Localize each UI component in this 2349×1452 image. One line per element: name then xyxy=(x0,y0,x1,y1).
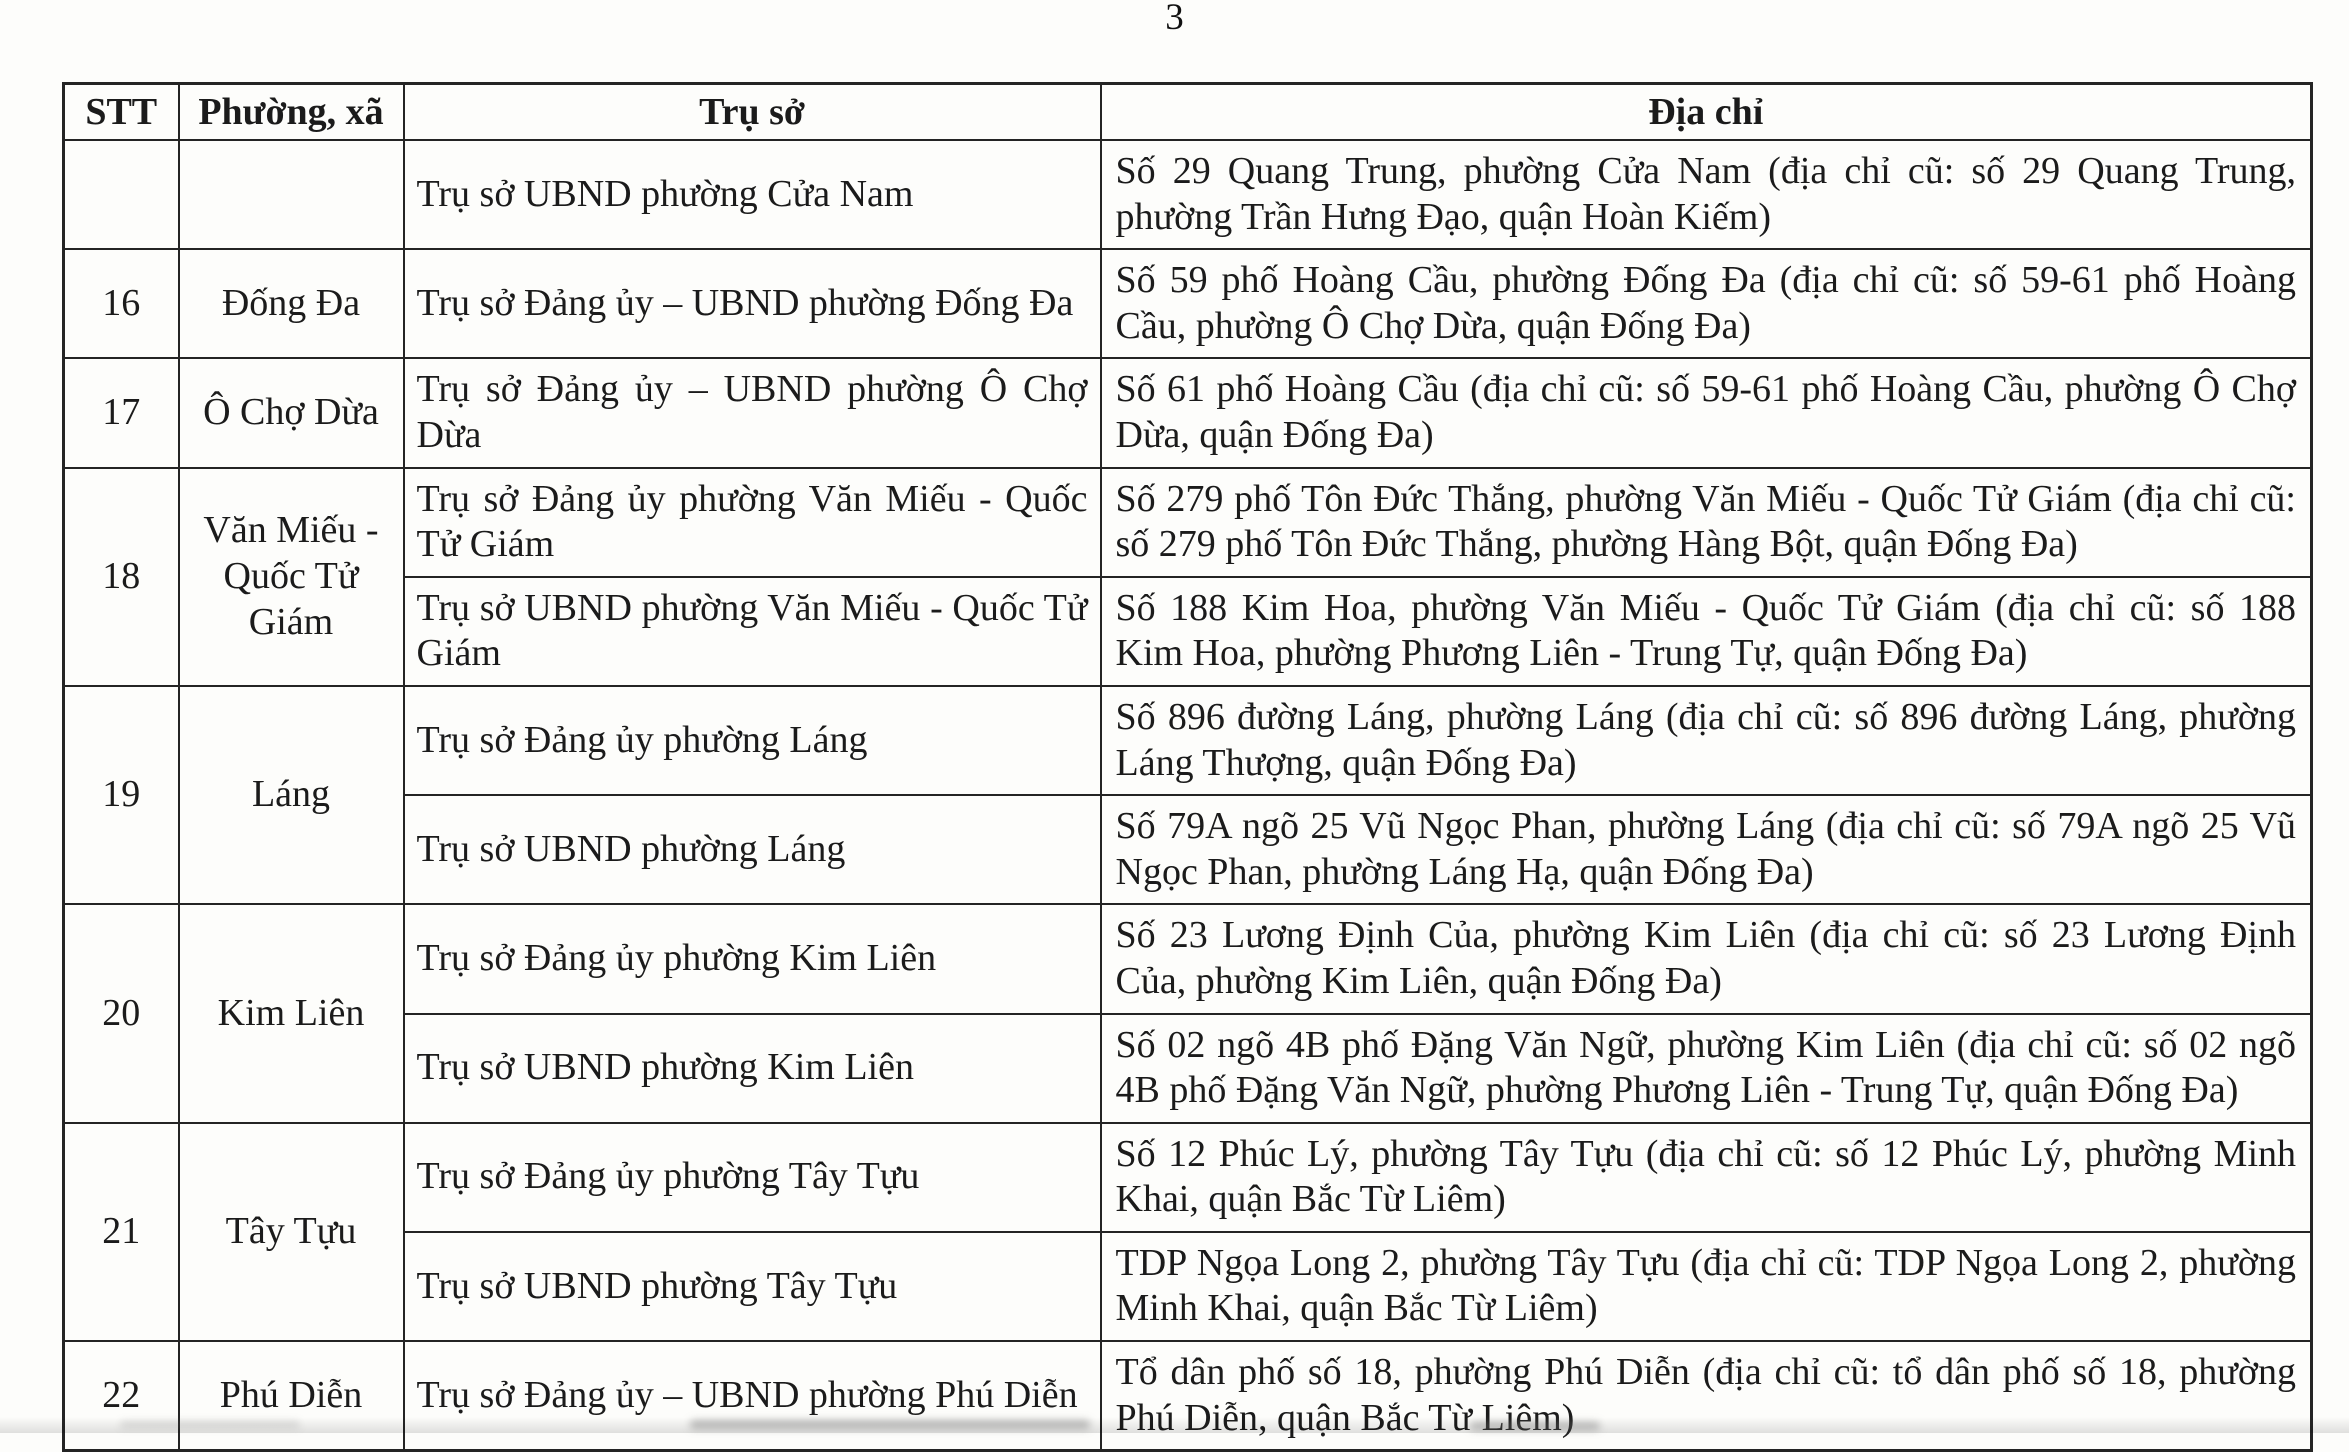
office-cell: Trụ sở Đảng ủy – UBND phường Đống Đa xyxy=(402,248,1102,360)
column-header-stt: STT xyxy=(62,82,180,141)
address-cell: TDP Ngọa Long 2, phường Tây Tựu (địa chỉ… xyxy=(1099,1230,2313,1343)
table-row: Trụ sở UBND phường Cửa Nam Số 29 Quang Tr… xyxy=(62,138,2313,251)
table-row: 18 Văn Miếu - Quốc Tử Giám Trụ sở Đảng ủy … xyxy=(62,466,2313,687)
ward-cell xyxy=(177,138,405,251)
ward-cell: Láng xyxy=(177,684,405,906)
address-cell: Số 29 Quang Trung, phường Cửa Nam (địa c… xyxy=(1099,138,2313,251)
page-number: 3 xyxy=(1165,0,1184,38)
table-row: Trụ sở UBND phường Kim Liên Số 02 ngõ 4B … xyxy=(64,1012,2313,1124)
address-cell: Số 61 phố Hoàng Cầu (địa chỉ cũ: số 59-6… xyxy=(1099,357,2313,469)
stt-cell: 22 xyxy=(62,1340,180,1452)
table-body: Trụ sở UBND phường Cửa Nam Số 29 Quang Tr… xyxy=(62,138,2313,1452)
address-cell: Tổ dân phố số 18, phường Phú Diễn (địa c… xyxy=(1099,1340,2313,1452)
office-cell: Trụ sở UBND phường Văn Miếu - Quốc Tử Gi… xyxy=(402,575,1102,687)
ward-cell: Đống Đa xyxy=(177,248,405,360)
stt-cell: 21 xyxy=(62,1121,180,1343)
table-row: 19 Láng Trụ sở Đảng ủy phường Láng Số 896 đ… xyxy=(62,684,2313,906)
stt-cell xyxy=(62,138,180,251)
stt-cell: 19 xyxy=(62,684,180,906)
column-header-address: Địa chỉ xyxy=(1099,82,2313,141)
stt-cell: 18 xyxy=(62,466,180,687)
address-cell: Số 12 Phúc Lý, phường Tây Tựu (địa chỉ c… xyxy=(1099,1121,2313,1233)
column-header-ward: Phường, xã xyxy=(177,82,405,141)
office-cell: Trụ sở Đảng ủy phường Láng xyxy=(402,684,1102,797)
stt-cell: 16 xyxy=(62,248,180,360)
ward-cell: Văn Miếu - Quốc Tử Giám xyxy=(177,466,405,687)
office-cell: Trụ sở UBND phường Cửa Nam xyxy=(402,138,1102,251)
table-row: 22 Phú Diễn Trụ sở Đảng ủy – UBND phường P… xyxy=(62,1340,2313,1452)
ward-cell: Kim Liên xyxy=(177,903,405,1124)
office-cell: Trụ sở Đảng ủy – UBND phường Phú Diễn xyxy=(402,1340,1102,1452)
table-header: STT Phường, xã Trụ sở Địa chỉ xyxy=(62,82,2313,141)
address-cell: Số 188 Kim Hoa, phường Văn Miếu - Quốc T… xyxy=(1099,575,2313,687)
ward-offices-table: STT Phường, xã Trụ sở Địa chỉ Trụ sở UBN… xyxy=(62,82,2313,1452)
ward-cell: Tây Tựu xyxy=(177,1121,405,1343)
address-cell: Số 23 Lương Định Của, phường Kim Liên (đ… xyxy=(1099,903,2313,1015)
table-row: 16 Đống Đa Trụ sở Đảng ủy – UBND phường Đố… xyxy=(62,248,2313,360)
table-row: 17 Ô Chợ Dừa Trụ sở Đảng ủy – UBND phường … xyxy=(62,357,2313,469)
address-cell: Số 59 phố Hoàng Cầu, phường Đống Đa (địa… xyxy=(1099,248,2313,360)
header-row: STT Phường, xã Trụ sở Địa chỉ xyxy=(62,82,2313,141)
ward-cell: Phú Diễn xyxy=(177,1340,405,1452)
table-row: 20 Kim Liên Trụ sở Đảng ủy phường Kim Liên… xyxy=(62,903,2313,1124)
address-cell: Số 896 đường Láng, phường Láng (địa chỉ … xyxy=(1099,684,2313,797)
table-row: 21 Tây Tựu Trụ sở Đảng ủy phường Tây Tựu Số… xyxy=(62,1121,2313,1343)
address-cell: Số 279 phố Tôn Đức Thắng, phường Văn Miế… xyxy=(1099,466,2313,578)
office-cell: Trụ sở Đảng ủy phường Kim Liên xyxy=(402,903,1102,1015)
office-cell: Trụ sở Đảng ủy phường Văn Miếu - Quốc Tử… xyxy=(402,466,1102,578)
address-cell: Số 02 ngõ 4B phố Đặng Văn Ngữ, phường Ki… xyxy=(1099,1012,2313,1124)
address-cell: Số 79A ngõ 25 Vũ Ngọc Phan, phường Láng … xyxy=(1099,794,2313,906)
column-header-office: Trụ sở xyxy=(402,82,1102,141)
table-row: Trụ sở UBND phường Láng Số 79A ngõ 25 Vũ … xyxy=(64,794,2313,906)
office-cell: Trụ sở UBND phường Tây Tựu xyxy=(402,1230,1102,1343)
ward-cell: Ô Chợ Dừa xyxy=(177,357,405,469)
office-cell: Trụ sở Đảng ủy phường Tây Tựu xyxy=(402,1121,1102,1233)
office-cell: Trụ sở UBND phường Láng xyxy=(402,794,1102,906)
table-row: Trụ sở UBND phường Văn Miếu - Quốc Tử Gi… xyxy=(64,575,2313,687)
stt-cell: 20 xyxy=(62,903,180,1124)
table-row: Trụ sở UBND phường Tây Tựu TDP Ngọa Long … xyxy=(64,1230,2313,1343)
office-cell: Trụ sở Đảng ủy – UBND phường Ô Chợ Dừa xyxy=(402,357,1102,469)
office-cell: Trụ sở UBND phường Kim Liên xyxy=(402,1012,1102,1124)
stt-cell: 17 xyxy=(62,357,180,469)
